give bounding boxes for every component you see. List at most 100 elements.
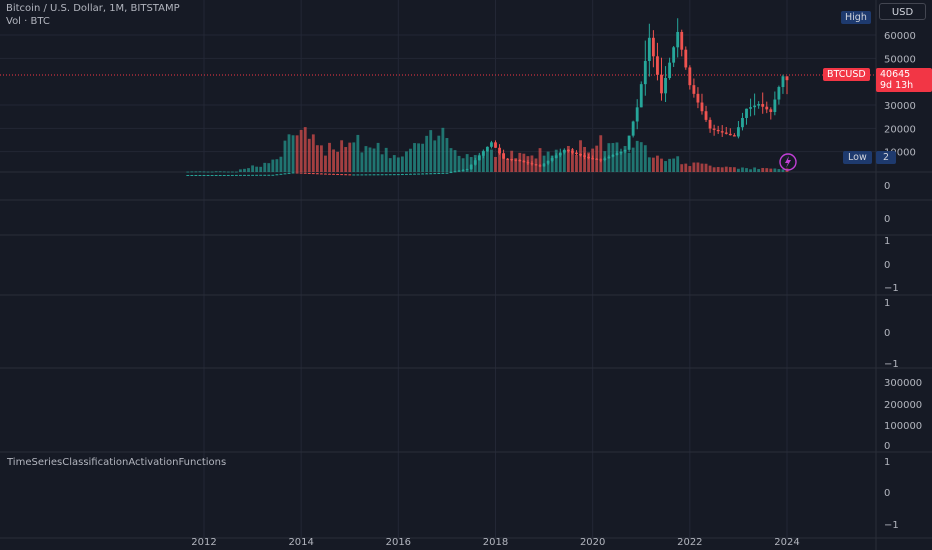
candle-body <box>558 152 562 156</box>
volume-bar <box>295 135 299 172</box>
candle-body <box>773 99 777 112</box>
candle-body <box>295 172 299 174</box>
candle-body <box>510 159 514 161</box>
candle-body <box>562 149 566 153</box>
volume-bar <box>720 167 724 172</box>
candle-body <box>538 165 542 167</box>
volume-bar <box>781 169 785 172</box>
volume-bar <box>234 171 238 173</box>
candle-body <box>502 153 506 159</box>
candle-body <box>469 164 473 170</box>
candle-body <box>239 174 242 176</box>
candle-body <box>692 85 696 94</box>
volume-bar <box>651 157 655 172</box>
volume-bar <box>332 149 335 172</box>
price-tick-label: 30000 <box>884 101 916 112</box>
volume-bar <box>635 140 639 172</box>
candle-body <box>186 174 190 176</box>
candle-body <box>210 174 214 176</box>
volume-bar <box>550 155 554 172</box>
volume-bar <box>251 165 255 172</box>
candle-body <box>595 158 599 160</box>
candle-body <box>668 62 672 78</box>
candle-body <box>494 142 497 148</box>
candle-body <box>781 76 785 88</box>
volume-bar <box>672 158 676 172</box>
volume-bar <box>587 152 591 172</box>
candle-body <box>741 117 744 128</box>
volume-bar <box>348 142 352 172</box>
volume-bar <box>336 151 340 172</box>
candle-body <box>453 171 457 173</box>
last-price-value: 40645 <box>880 69 911 80</box>
volume-bar <box>676 156 680 172</box>
volume-bar <box>506 159 510 172</box>
candle-body <box>376 174 380 176</box>
candle-body <box>777 87 781 100</box>
candle-body <box>676 31 680 48</box>
volume-bar <box>494 156 497 172</box>
volume-bar <box>724 166 728 172</box>
candle-body <box>461 169 465 171</box>
volume-bar <box>554 149 558 172</box>
volume-bar <box>287 134 291 172</box>
candle-body <box>360 174 364 176</box>
candle-body <box>639 84 643 108</box>
currency-button[interactable]: USD <box>879 3 926 20</box>
pane-tick-label: 200000 <box>884 400 922 411</box>
low-value: 2 <box>876 151 897 164</box>
candle-body <box>700 102 704 112</box>
pane-tick-label: −1 <box>884 283 899 294</box>
candle-body <box>259 174 263 176</box>
candle-body <box>348 174 352 176</box>
volume-bar <box>485 150 489 172</box>
candle-body <box>324 173 327 175</box>
volume-bar <box>190 171 194 173</box>
candle-body <box>275 174 279 176</box>
volume-bar <box>688 166 692 172</box>
volume-bar <box>765 168 769 172</box>
candle-body <box>473 160 477 165</box>
candle-body <box>736 127 740 137</box>
candle-body <box>518 160 522 162</box>
volume-bar <box>279 156 283 172</box>
candle-body <box>619 151 623 154</box>
volume-bar <box>732 167 736 172</box>
price-axis[interactable]: 60000500003000020000100000010−110−130000… <box>884 31 922 531</box>
volume-bar <box>490 149 493 172</box>
volume-bar <box>566 145 570 172</box>
volume-bar <box>380 154 384 172</box>
price-tick-label: 20000 <box>884 124 916 135</box>
time-axis[interactable]: 2012 2014 2016 2018 2020 2022 2024 <box>191 537 799 548</box>
candle-body <box>328 173 331 175</box>
candle-body <box>465 169 469 171</box>
lightning-icon[interactable] <box>779 153 797 171</box>
volume-bar <box>457 155 461 172</box>
volume-bar <box>465 154 469 172</box>
candle-body <box>643 60 647 85</box>
study-name: TimeSeriesClassificationActivationFuncti… <box>7 457 227 468</box>
volume-bar <box>773 168 777 172</box>
volume-bar <box>186 171 190 173</box>
volume-bar <box>538 148 542 172</box>
pane-tick-label: 1 <box>884 236 890 247</box>
volume-bar <box>510 150 514 172</box>
candle-body <box>656 56 659 75</box>
pane-tick-label: 0 <box>884 181 890 192</box>
candle-body <box>206 174 210 176</box>
candle-body <box>251 174 255 176</box>
candle-body <box>198 174 202 176</box>
candle-body <box>279 173 283 175</box>
volume-bar <box>660 158 663 172</box>
time-tick-label: 2014 <box>288 537 313 548</box>
candle-body <box>660 74 663 94</box>
volume-bar <box>429 130 433 172</box>
volume-bar <box>481 150 485 172</box>
volume-bar <box>210 171 214 173</box>
volume-bar <box>364 146 368 172</box>
pane-tick-label: −1 <box>884 520 899 531</box>
candle-body <box>380 174 384 176</box>
price-tick-label: 10000 <box>884 148 916 159</box>
candle-body <box>546 160 550 164</box>
